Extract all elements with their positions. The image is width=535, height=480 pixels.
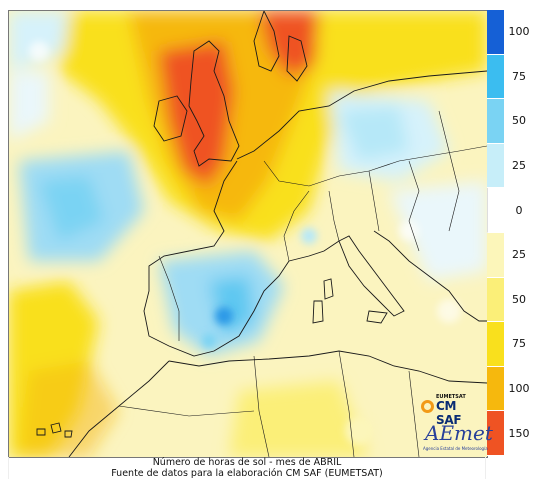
color-legend: 100 75 50 25 0 25 50 75 100 150 <box>487 10 533 456</box>
legend-item: 0 <box>487 188 533 233</box>
legend-swatch <box>487 233 504 278</box>
legend-swatch <box>487 188 504 233</box>
legend-item: 75 <box>487 322 533 367</box>
legend-item: 25 <box>487 143 533 189</box>
legend-label: 150 <box>508 426 530 440</box>
legend-label: 100 <box>508 382 530 396</box>
legend-label: 75 <box>512 69 526 83</box>
aemet-label: AEmet <box>425 421 493 445</box>
aemet-logo: AEmet Agencia Estatal de Meteorología <box>421 421 493 455</box>
legend-item: 75 <box>487 54 533 100</box>
legend-item: 100 <box>487 366 533 412</box>
anomaly-fields <box>9 11 487 457</box>
cmsaf-label: CM SAF <box>436 399 462 427</box>
legend-swatch <box>487 322 504 367</box>
legend-label: 50 <box>512 114 526 128</box>
sunshine-anomaly-map <box>8 10 488 458</box>
legend-label: 0 <box>515 203 523 217</box>
caption-line-2: Fuente de datos para la elaboración CM S… <box>111 468 383 479</box>
legend-swatch <box>487 366 504 412</box>
legend-label: 50 <box>512 292 526 306</box>
legend-item: 25 <box>487 233 533 278</box>
cmsaf-ring-icon <box>421 400 434 413</box>
legend-swatch <box>487 54 504 100</box>
legend-item: 100 <box>487 10 533 55</box>
aemet-tagline: Agencia Estatal de Meteorología <box>423 446 488 451</box>
legend-swatch <box>487 411 504 456</box>
map-caption: Número de horas de sol - mes de ABRIL Fu… <box>8 457 486 479</box>
legend-label: 25 <box>512 248 526 262</box>
legend-swatch <box>487 99 504 144</box>
legend-swatch <box>487 277 504 323</box>
legend-swatch <box>487 10 504 55</box>
caption-line-1: Número de horas de sol - mes de ABRIL <box>152 457 342 468</box>
eumetsat-label: EUMETSAT <box>436 394 466 400</box>
legend-item: 50 <box>487 99 533 144</box>
legend-swatch <box>487 143 504 189</box>
legend-label: 100 <box>508 25 530 39</box>
legend-label: 75 <box>512 337 526 351</box>
legend-item: 150 <box>487 411 533 456</box>
legend-item: 50 <box>487 277 533 323</box>
map-canvas <box>9 11 487 457</box>
cmsaf-logo: EUMETSAT CM SAF <box>418 394 484 427</box>
coastlines <box>36 11 487 457</box>
legend-label: 25 <box>512 159 526 173</box>
